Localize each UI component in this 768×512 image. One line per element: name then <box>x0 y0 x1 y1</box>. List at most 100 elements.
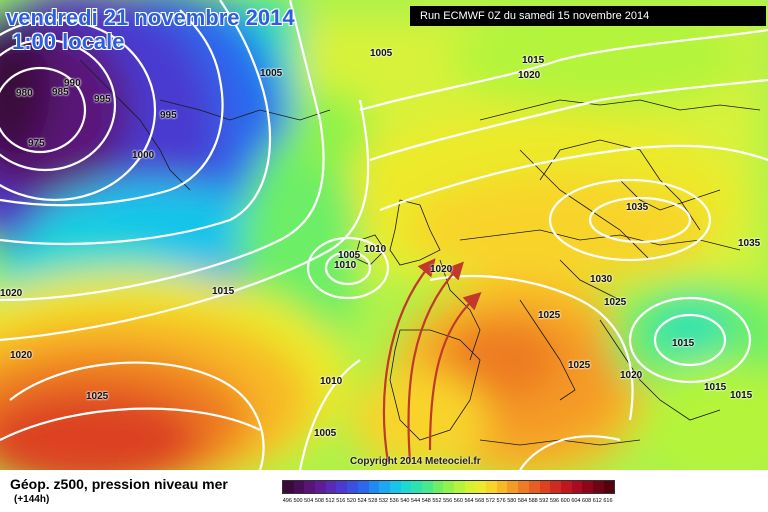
scale-label: 580 <box>507 498 517 504</box>
scale-label: 608 <box>582 498 592 504</box>
geopotential-field <box>0 0 768 470</box>
scale-label: 532 <box>378 498 389 504</box>
scale-label: 504 <box>304 498 314 504</box>
scale-swatch <box>454 481 465 493</box>
scale-swatch <box>411 481 422 493</box>
legend-subtitle: (+144h) <box>14 494 50 505</box>
scale-swatch <box>550 481 561 493</box>
scale-label: 572 <box>485 498 495 504</box>
scale-swatch <box>486 481 497 493</box>
isobar-label: 980 <box>16 88 33 99</box>
isobar-label: 1020 <box>10 350 33 361</box>
scale-swatch <box>475 481 487 493</box>
scale-swatch <box>592 481 604 493</box>
isobar-label: 1025 <box>86 391 109 402</box>
scale-label: 540 <box>400 498 410 504</box>
map-canvas <box>0 0 768 470</box>
scale-swatch <box>368 481 380 493</box>
isobar-label: 1000 <box>132 150 155 161</box>
isobar-label: 1035 <box>738 238 761 249</box>
scale-swatch <box>315 481 326 493</box>
isobar-label: 1015 <box>212 286 235 297</box>
scale-label: 604 <box>571 498 581 504</box>
scale-label: 560 <box>453 498 463 504</box>
isobar-label: 1010 <box>320 376 343 387</box>
scale-label: 524 <box>357 498 367 504</box>
scale-label: 616 <box>603 498 613 504</box>
scale-swatch <box>304 481 316 493</box>
isobar-label: 1020 <box>518 70 541 81</box>
isobar-label: 1030 <box>590 274 613 285</box>
scale-swatch <box>507 481 519 493</box>
weather-map: vendredi 21 novembre 2014 1:00 locale Ru… <box>0 0 768 470</box>
scale-swatch <box>464 481 476 493</box>
run-info: Run ECMWF 0Z du samedi 15 novembre 2014 <box>410 6 766 26</box>
color-scale-labels: 496 500 504 508 512 516 520 524 528 532 536 540 544 5… <box>282 498 613 504</box>
isobar-label: 995 <box>94 94 111 105</box>
scale-label: 520 <box>346 498 357 504</box>
copyright-text: Copyright 2014 Meteociel.fr <box>350 456 481 467</box>
scale-label: 612 <box>592 498 602 504</box>
forecast-date: vendredi 21 novembre 2014 <box>6 5 295 30</box>
scale-swatch <box>389 481 401 493</box>
isobar-label: 1025 <box>538 310 561 321</box>
scale-label: 516 <box>336 498 346 504</box>
isobar-label: 1015 <box>704 382 727 393</box>
scale-swatch <box>400 481 412 493</box>
isobar-label: 1025 <box>568 360 591 371</box>
isobar-label: 1005 <box>338 250 361 261</box>
scale-swatch <box>528 481 540 493</box>
scale-label: 548 <box>421 498 431 504</box>
scale-label: 600 <box>560 498 570 504</box>
flow-arrows <box>382 258 482 463</box>
isobar-label: 1010 <box>364 244 387 255</box>
isobar-label: 990 <box>64 78 81 89</box>
isobar-label: 1020 <box>620 370 643 381</box>
scale-swatch <box>421 481 433 493</box>
coastlines <box>79 59 761 446</box>
scale-label: 552 <box>432 498 442 504</box>
scale-swatch <box>325 481 337 493</box>
isobar-label: 1035 <box>626 202 649 213</box>
forecast-title: vendredi 21 novembre 2014 1:00 locale <box>6 6 295 54</box>
scale-swatch <box>582 481 593 493</box>
isobar-label: 985 <box>52 87 69 98</box>
scale-swatch <box>603 481 615 493</box>
scale-swatch <box>293 481 305 493</box>
legend-title: Géop. z500, pression niveau mer <box>10 476 228 492</box>
forecast-time: 1:00 locale <box>12 29 125 54</box>
scale-swatch <box>443 481 454 493</box>
isobar-label: 1015 <box>672 338 695 349</box>
scale-label: 508 <box>314 498 324 504</box>
isobar-label: 995 <box>160 110 177 121</box>
isobar-label: 975 <box>28 138 45 149</box>
scale-label: 592 <box>539 498 549 504</box>
scale-swatch <box>518 481 529 493</box>
scale-swatch <box>357 481 369 493</box>
scale-label: 556 <box>443 498 453 504</box>
scale-swatch <box>571 481 583 493</box>
scale-swatch <box>379 481 390 493</box>
isobar-label: 1005 <box>260 68 283 79</box>
isobar-label: 1015 <box>522 55 545 66</box>
legend: Géop. z500, pression niveau mer (+144h) … <box>0 470 768 512</box>
isobar-label: 1020 <box>0 288 23 299</box>
isobar-label: 1010 <box>334 260 357 271</box>
scale-swatch <box>336 481 348 493</box>
scale-label: 536 <box>389 498 399 504</box>
scale-label: 564 <box>464 498 474 504</box>
scale-label: 496 <box>282 498 292 504</box>
scale-swatch <box>539 481 551 493</box>
isobar-label: 1005 <box>314 428 337 439</box>
scale-swatch <box>560 481 572 493</box>
isobar-label: 1005 <box>370 48 393 59</box>
scale-label: 528 <box>368 498 378 504</box>
scale-swatch <box>432 481 444 493</box>
scale-label: 568 <box>475 498 485 504</box>
isobar-label: 1025 <box>604 297 627 308</box>
scale-label: 576 <box>496 498 506 504</box>
isobar-label: 1020 <box>430 264 453 275</box>
scale-label: 588 <box>528 498 538 504</box>
scale-label: 584 <box>517 498 528 504</box>
scale-label: 500 <box>293 498 303 504</box>
